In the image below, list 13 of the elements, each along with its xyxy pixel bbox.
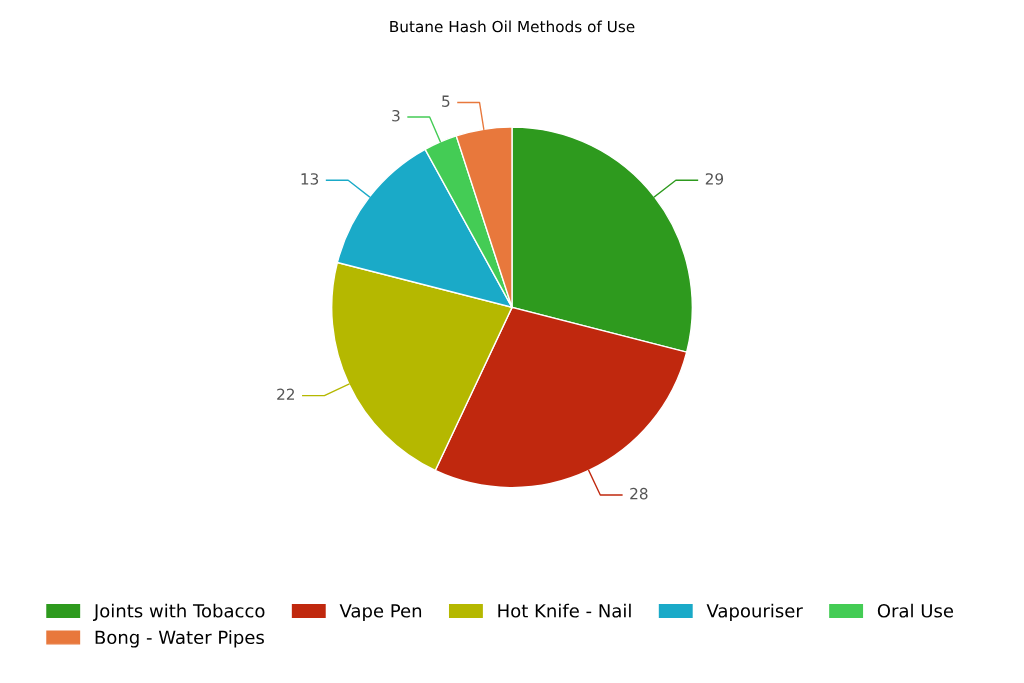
legend-label: Hot Knife - Nail [498, 603, 631, 618]
legend-label: Vapouriser [706, 603, 803, 622]
data-label: 22 [277, 388, 294, 400]
data-label: 5 [442, 95, 450, 107]
legend-label: Oral Use [877, 603, 954, 618]
data-label: 28 [630, 487, 648, 500]
data-label: 3 [392, 109, 400, 122]
legend-label: Vape Pen [339, 604, 422, 622]
legend-label: Joints with Tobacco [92, 603, 265, 621]
data-label: 13 [301, 173, 319, 185]
chart-title: Butane Hash Oil Methods of Use [390, 20, 635, 33]
data-label: 29 [705, 173, 724, 185]
legend-label: Bong - Water Pipes [95, 630, 264, 648]
